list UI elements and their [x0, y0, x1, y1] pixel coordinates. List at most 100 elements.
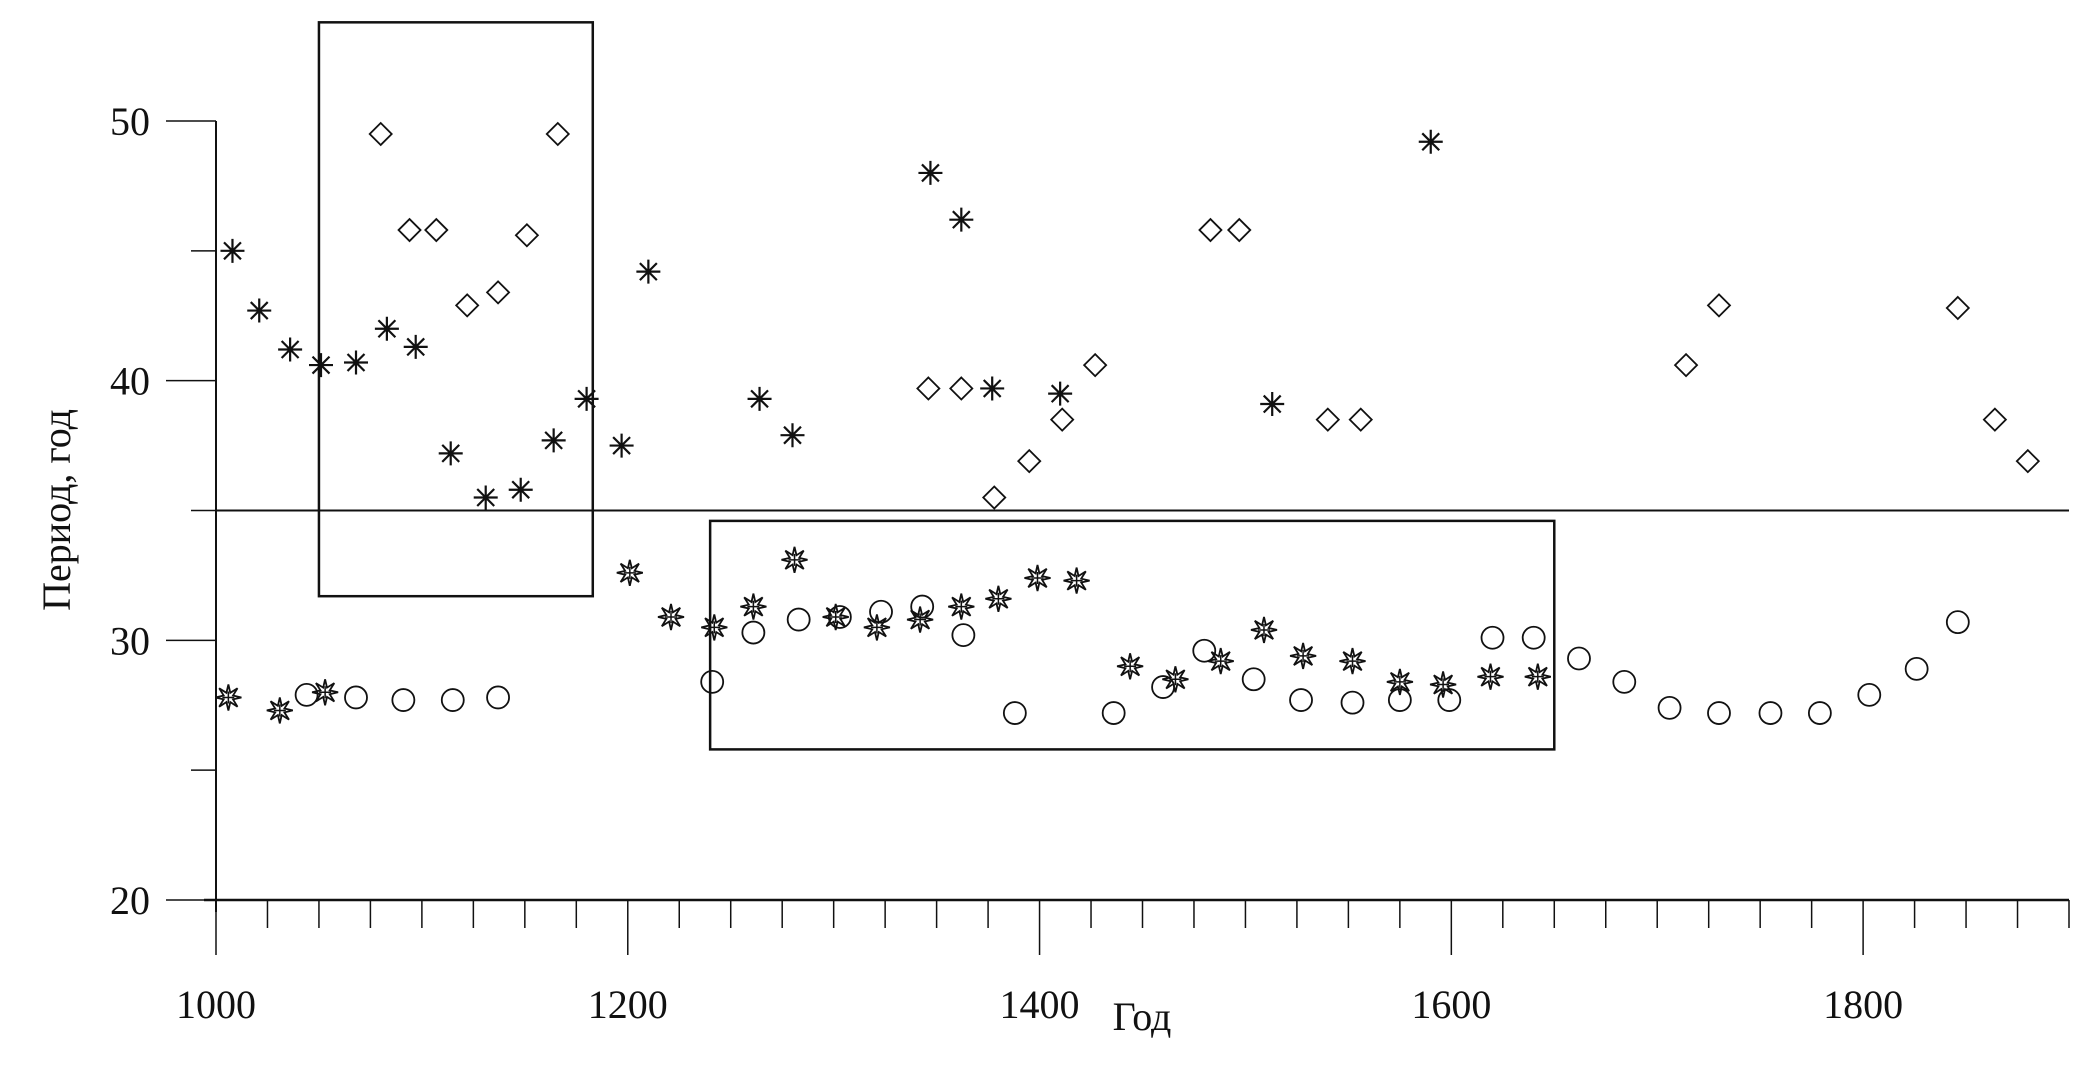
circle-point — [1758, 701, 1783, 725]
star-point — [948, 593, 975, 620]
asterisk-point — [1260, 392, 1285, 417]
diamond-point — [1226, 217, 1252, 243]
circle-point — [1612, 669, 1637, 694]
star-point — [1162, 666, 1189, 693]
circle-point — [786, 607, 811, 632]
circle-point — [1945, 610, 1970, 635]
y-axis-label: Период, год — [34, 409, 79, 611]
diamond-point — [1198, 217, 1223, 243]
circle-point — [1387, 688, 1412, 712]
asterisk-point — [541, 428, 566, 453]
x-tick-label: 1200 — [588, 982, 668, 1027]
star-point — [985, 585, 1012, 612]
x-tick-label: 1600 — [1411, 982, 1491, 1027]
diamond-point — [1982, 407, 2008, 432]
asterisk-point — [374, 316, 399, 341]
diamond-point — [1706, 293, 1732, 318]
circle-point — [1241, 667, 1266, 692]
asterisk-point — [508, 477, 533, 502]
star-point — [1024, 564, 1051, 592]
asterisk-point — [309, 353, 334, 378]
diamond-point — [949, 376, 974, 401]
axes — [166, 120, 2070, 955]
star-point-center — [1070, 574, 1083, 587]
circle-point — [1707, 701, 1731, 725]
star-point-center — [829, 610, 842, 623]
asterisk-point — [980, 376, 1005, 401]
star-point-center — [665, 610, 678, 623]
star-point — [215, 684, 242, 711]
asterisk-point — [438, 441, 463, 466]
star-point — [266, 697, 294, 724]
star-point-center — [273, 704, 286, 717]
circle-point — [1904, 656, 1929, 681]
diamond-point — [916, 376, 941, 401]
star-point — [1524, 663, 1551, 690]
diamond-point — [1945, 295, 1971, 321]
diamond-point — [1016, 448, 1042, 474]
circle-point — [869, 599, 893, 624]
asterisk-point — [747, 386, 772, 411]
circle-point — [1151, 675, 1175, 699]
circle-point — [700, 669, 725, 694]
star-point — [906, 606, 934, 633]
circle-point — [1192, 638, 1217, 663]
circle-point — [1002, 701, 1027, 725]
diamond-point — [2015, 448, 2041, 474]
asterisk-point — [247, 298, 272, 323]
circle-point — [827, 605, 852, 629]
diamond-point — [1673, 352, 1699, 378]
star-point — [1063, 567, 1090, 594]
diamond-point — [1348, 407, 1374, 432]
diamond-point — [981, 485, 1007, 510]
star-point-center — [1257, 623, 1270, 636]
asterisk-point — [574, 386, 599, 411]
asterisk-point — [220, 238, 245, 263]
circle-point — [344, 685, 368, 710]
star-point-center — [1124, 660, 1137, 673]
star-point — [1289, 642, 1317, 670]
star-point-center — [1531, 670, 1544, 683]
highlight-boxes — [317, 21, 1556, 751]
diamond-point — [1049, 407, 1075, 432]
star-point-center — [1484, 670, 1497, 683]
data-points — [215, 121, 2041, 725]
highlight-box — [317, 21, 595, 598]
asterisk-point — [609, 433, 634, 458]
tick-labels: 20 30 40 50 1000 1200 1400 1600 1800 — [110, 99, 1903, 1027]
diamond-point — [424, 217, 449, 243]
asterisk-point — [473, 485, 498, 510]
diamond-point — [1082, 352, 1108, 378]
x-tick-label: 1000 — [176, 982, 256, 1027]
circle-point — [1521, 625, 1546, 650]
star-point — [1339, 647, 1366, 675]
star-point — [1429, 671, 1457, 698]
asterisk-point — [780, 423, 805, 448]
asterisk-point — [1048, 381, 1073, 406]
highlight-box — [708, 519, 1556, 751]
diamond-point — [454, 293, 480, 318]
asterisk-point — [344, 350, 369, 375]
star-point-center — [319, 686, 332, 699]
star-point-center — [992, 592, 1005, 605]
circle-point — [440, 688, 465, 712]
circle-point — [1657, 695, 1682, 720]
circle-point — [1437, 688, 1462, 712]
x-tick-label: 1400 — [1000, 982, 1080, 1027]
star-point-center — [747, 600, 760, 613]
x-axis-label: Год — [1113, 994, 1172, 1039]
diamond-point — [368, 121, 393, 147]
asterisk-point — [403, 334, 428, 359]
circle-point — [1289, 688, 1313, 712]
circle-point — [1340, 690, 1365, 715]
circle-point — [910, 594, 935, 619]
circle-point — [1101, 701, 1126, 725]
star-point-center — [1031, 572, 1044, 585]
star-point — [311, 679, 339, 706]
star-point-center — [870, 621, 883, 634]
circle-point — [294, 682, 319, 707]
star-point — [1386, 668, 1414, 696]
star-point-center — [708, 621, 721, 634]
star-point — [781, 546, 808, 574]
